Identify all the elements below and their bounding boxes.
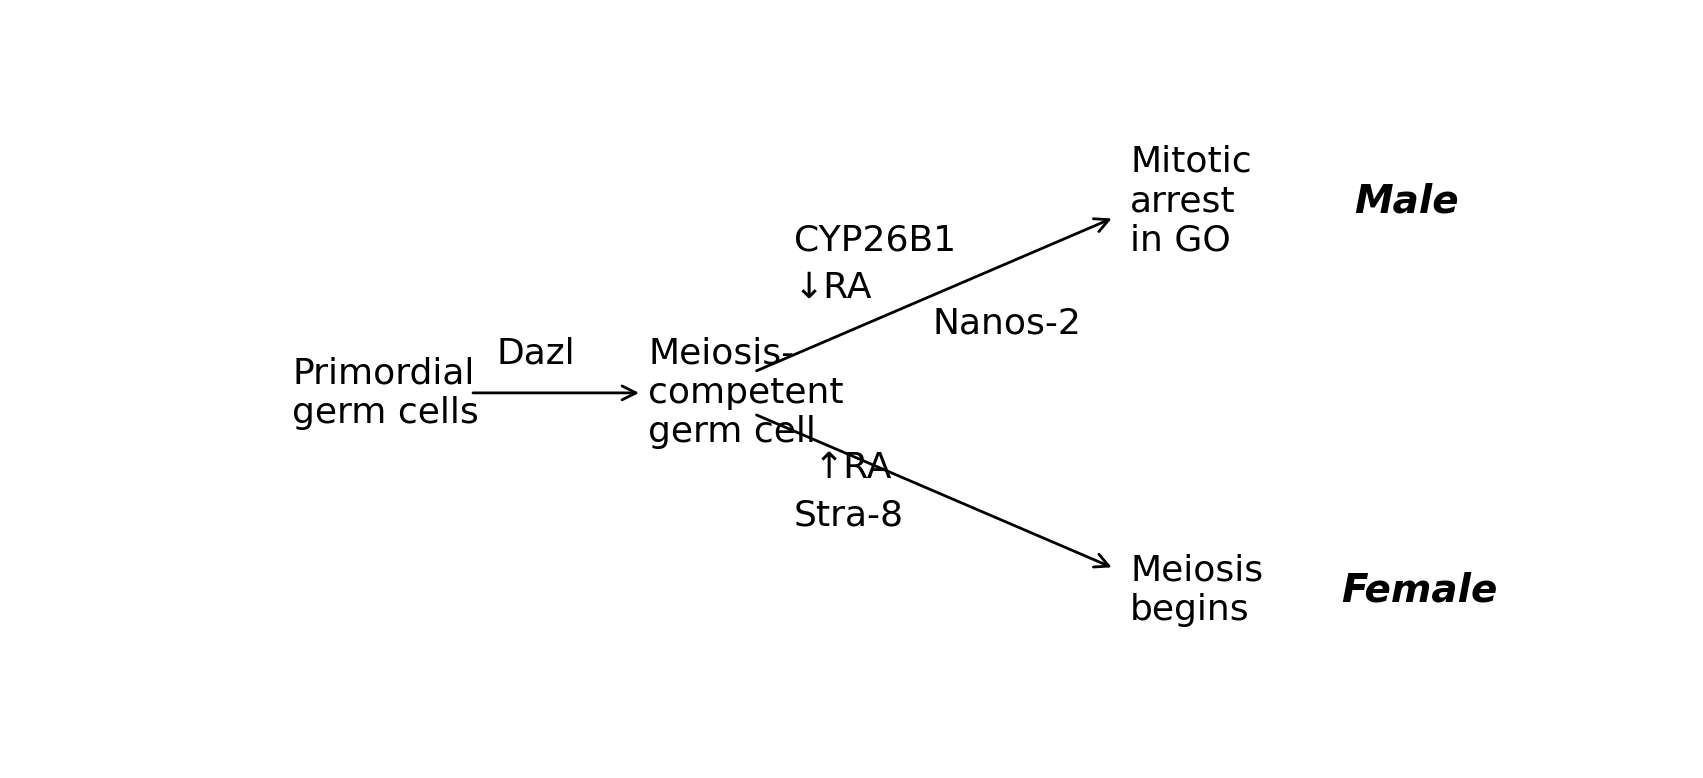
Text: Mitotic
arrest
in GO: Mitotic arrest in GO	[1131, 145, 1252, 258]
Text: Primordial
germ cells: Primordial germ cells	[293, 356, 479, 429]
Text: ↓RA: ↓RA	[794, 271, 872, 305]
Text: Male: Male	[1354, 182, 1459, 220]
Text: Meiosis
begins: Meiosis begins	[1131, 554, 1264, 627]
Text: Female: Female	[1342, 572, 1497, 610]
Text: Meiosis-
competent
germ cell: Meiosis- competent germ cell	[649, 337, 845, 449]
Text: Dazl: Dazl	[497, 337, 576, 371]
Text: Stra-8: Stra-8	[794, 499, 904, 533]
Text: CYP26B1: CYP26B1	[794, 223, 955, 258]
Text: Nanos-2: Nanos-2	[932, 307, 1081, 341]
Text: ↑RA: ↑RA	[814, 450, 892, 485]
